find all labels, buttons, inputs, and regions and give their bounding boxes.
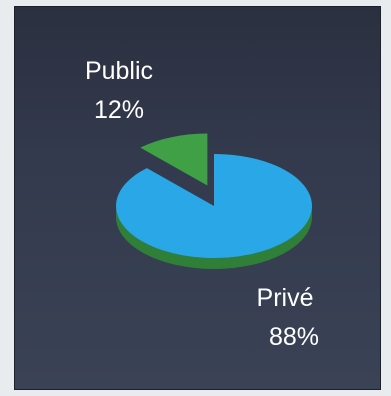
slice-prive <box>115 154 312 258</box>
slice-public <box>140 133 208 186</box>
prive-label: Privé <box>257 284 314 312</box>
public-label: Public <box>85 57 153 85</box>
public-value-label: 12% <box>94 96 144 124</box>
prive-value-label: 88% <box>269 323 319 351</box>
slice-side-prive <box>116 206 312 269</box>
slices-layer <box>115 133 312 269</box>
